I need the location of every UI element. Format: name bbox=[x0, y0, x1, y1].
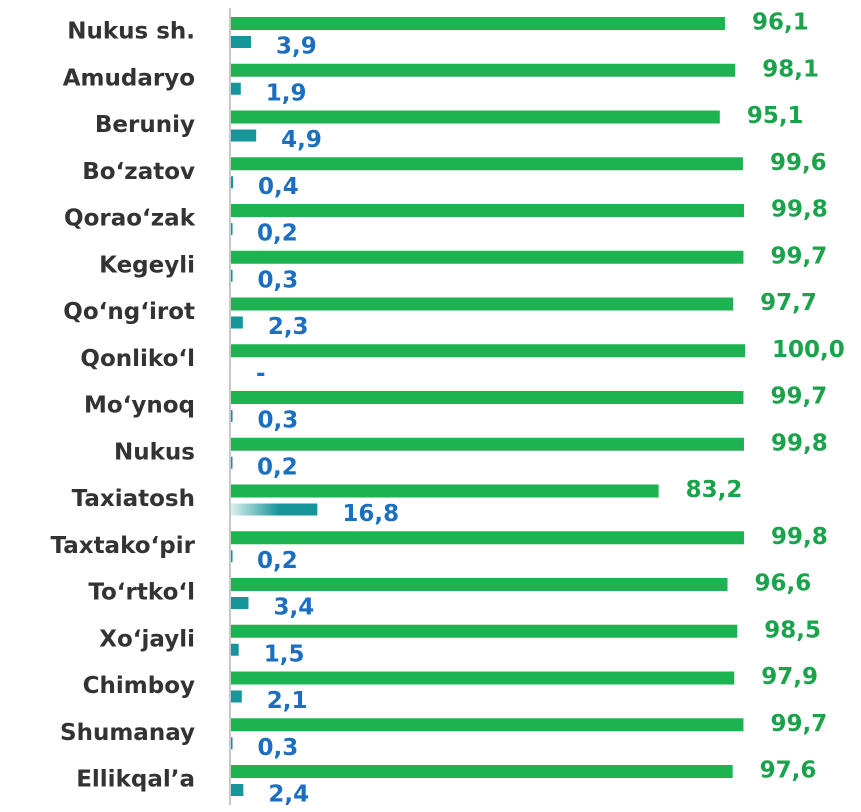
category-label: Amudaryo bbox=[63, 65, 195, 91]
bar bbox=[231, 690, 242, 703]
value-label: 2,4 bbox=[268, 782, 309, 808]
value-label: 0,3 bbox=[258, 408, 299, 434]
category-label: To‘rtko‘l bbox=[88, 580, 195, 606]
bar bbox=[231, 82, 241, 95]
bar bbox=[231, 784, 244, 796]
value-label: 99,7 bbox=[770, 384, 827, 410]
value-label: 2,3 bbox=[268, 314, 309, 340]
category-label: Bo‘zatov bbox=[82, 159, 195, 185]
bar bbox=[231, 204, 744, 217]
bar bbox=[231, 578, 728, 591]
bar bbox=[231, 269, 233, 282]
category-label: Qonliko‘l bbox=[80, 346, 195, 372]
category-label: Beruniy bbox=[95, 112, 195, 138]
category-label: Qorao‘zak bbox=[64, 206, 196, 232]
bar bbox=[231, 410, 233, 422]
value-label: 96,1 bbox=[752, 10, 809, 36]
value-label: 99,8 bbox=[771, 524, 828, 550]
bar bbox=[231, 344, 745, 358]
value-label: 3,4 bbox=[273, 595, 314, 621]
bar bbox=[231, 624, 738, 638]
value-label: 16,8 bbox=[342, 501, 399, 527]
value-label: 0,3 bbox=[258, 735, 299, 761]
bar bbox=[231, 503, 318, 516]
bar bbox=[231, 391, 744, 404]
value-label: 83,2 bbox=[686, 477, 743, 503]
bar bbox=[231, 456, 233, 469]
value-label: 4,9 bbox=[281, 127, 322, 153]
bar bbox=[231, 643, 239, 656]
value-label: 96,6 bbox=[755, 571, 812, 597]
category-label: Nukus sh. bbox=[67, 19, 195, 45]
value-label: 99,8 bbox=[771, 430, 828, 456]
value-label: 99,7 bbox=[770, 243, 827, 269]
bar bbox=[231, 36, 252, 48]
bar bbox=[231, 531, 744, 545]
bar bbox=[231, 671, 735, 685]
category-label: Xo‘jayli bbox=[99, 626, 195, 652]
bar bbox=[231, 17, 725, 30]
bar bbox=[231, 223, 233, 235]
bar bbox=[231, 597, 249, 609]
value-label: 0,2 bbox=[257, 221, 298, 247]
value-label: 0,2 bbox=[257, 454, 298, 480]
bar bbox=[231, 737, 233, 750]
value-label: 2,1 bbox=[267, 688, 308, 714]
value-label: 0,4 bbox=[258, 174, 299, 200]
value-label: - bbox=[256, 361, 266, 387]
value-label: 99,8 bbox=[771, 197, 828, 223]
bar bbox=[231, 250, 744, 264]
bar bbox=[231, 316, 243, 329]
bar bbox=[231, 63, 736, 77]
bar bbox=[231, 297, 734, 311]
value-label: 97,6 bbox=[760, 758, 817, 784]
bar bbox=[231, 484, 659, 498]
bar bbox=[231, 157, 743, 171]
category-label: Kegeyli bbox=[99, 252, 195, 278]
bar bbox=[231, 718, 744, 732]
value-label: 97,7 bbox=[760, 290, 817, 316]
category-label: Taxtako‘pir bbox=[50, 533, 195, 559]
bar bbox=[231, 437, 744, 451]
value-label: 1,5 bbox=[264, 641, 305, 667]
bar bbox=[231, 129, 257, 142]
value-label: 98,5 bbox=[764, 617, 821, 643]
value-label: 98,1 bbox=[762, 56, 819, 82]
category-label: Taxiatosh bbox=[72, 486, 195, 512]
bar bbox=[231, 110, 720, 124]
category-label: Mo‘ynoq bbox=[84, 393, 195, 419]
value-label: 100,0 bbox=[772, 337, 845, 363]
value-label: 95,1 bbox=[747, 103, 804, 129]
bar bbox=[231, 765, 733, 778]
category-label: Qo‘ng‘irot bbox=[63, 299, 195, 325]
category-label: Chimboy bbox=[83, 673, 195, 699]
bar bbox=[231, 550, 233, 563]
bar bbox=[231, 176, 234, 189]
value-label: 0,2 bbox=[257, 548, 298, 574]
category-label: Shumanay bbox=[60, 720, 195, 746]
value-label: 3,9 bbox=[276, 34, 317, 60]
value-label: 1,9 bbox=[266, 80, 307, 106]
value-label: 99,7 bbox=[770, 711, 827, 737]
value-label: 99,6 bbox=[770, 150, 827, 176]
category-label: Nukus bbox=[114, 439, 195, 465]
value-label: 0,3 bbox=[258, 267, 299, 293]
category-label: Ellikqal’a bbox=[76, 767, 195, 793]
value-label: 97,9 bbox=[761, 664, 818, 690]
